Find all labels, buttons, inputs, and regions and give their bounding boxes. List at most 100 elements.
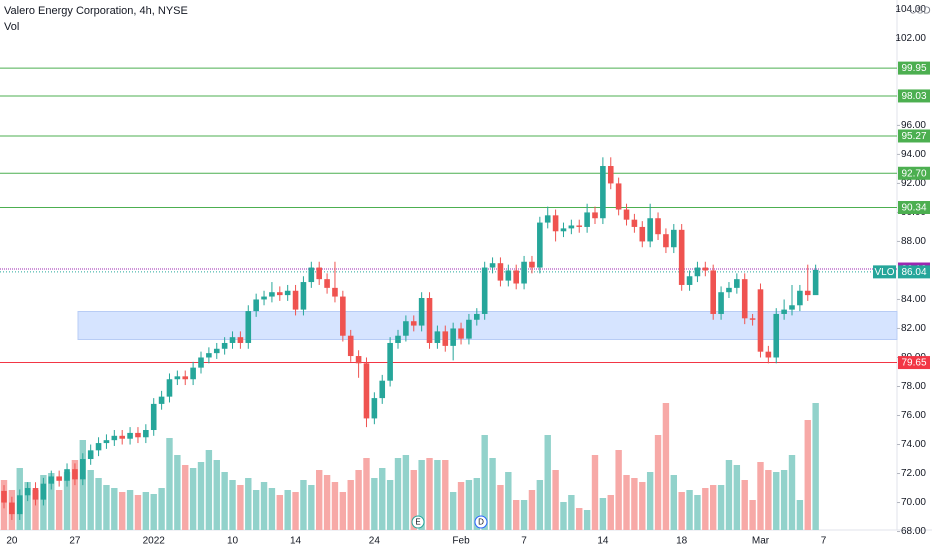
candle-body [182,376,189,380]
candle-body [466,319,472,339]
volume-bar [142,492,150,530]
candle-body [206,353,212,358]
volume-bar [245,478,252,530]
symbol-tag [873,265,896,279]
volume-bar [158,488,165,530]
volume-label: Vol [4,21,19,33]
volume-bar [237,485,244,530]
volume-bar [607,495,614,530]
candle-body [166,379,173,397]
candle-body [355,356,362,364]
volume-bar [48,473,55,530]
x-tick-label: 14 [597,536,609,547]
candle-body [418,298,425,326]
volume-bar [268,488,276,530]
candle-body [623,209,630,220]
currency: USD [909,6,930,17]
candle-body [9,502,15,515]
volume-bar [733,465,741,530]
x-tick-label: 10 [227,536,239,547]
candle-body [757,289,764,352]
y-tick-label: 104.00 [895,4,926,15]
candle-body [529,261,535,268]
candle-body [513,270,519,284]
volume-bar [505,472,512,530]
volume-bar [284,490,291,530]
candle-body [607,166,614,184]
event-label: D [478,518,484,527]
last-price-label: 86.04 [901,267,926,278]
x-tick-label: 24 [369,536,381,547]
candle-body [434,331,441,343]
volume-bar [449,492,457,530]
candle-body [16,495,23,515]
candle-body [615,183,622,210]
volume-bar [394,458,402,530]
volume-bar [654,435,662,530]
volume-bar [111,488,118,530]
candle-body [300,282,307,310]
volume-bar [63,472,71,530]
volume-bar [631,478,638,530]
candle-body [663,234,669,248]
level-label: 98.03 [901,91,926,102]
volume-bar [87,470,94,530]
candle-body [710,270,716,314]
candle-body [773,313,780,358]
x-tick-label: Feb [452,536,470,547]
volume-bar [300,480,307,530]
level-label: 79.65 [901,358,926,369]
candle-body [379,380,386,399]
candle-body [600,166,606,219]
candle-body [363,363,370,419]
candle-body [765,351,772,358]
volume-bar [796,500,804,530]
y-tick-label: 92.00 [901,178,926,189]
volume-bar [513,500,520,530]
candle-body [56,476,62,481]
volume-bar [528,490,536,530]
candle-body [678,229,685,285]
chart-title: Valero Energy Corporation, 4h, NYSE [4,5,188,17]
x-tick-label: Mar [752,536,770,547]
level-label: 99.95 [901,63,926,74]
candle-body [24,488,31,496]
candle-body [229,337,236,343]
volume-bar [103,485,110,530]
candle-body [797,290,803,306]
volume-bar [442,460,449,530]
candle-body [261,296,267,300]
candle-body [371,398,378,419]
candle-body [190,367,196,380]
candle-body [316,267,322,280]
volume-bar [560,502,567,530]
candle-body [450,328,456,346]
candle-body [347,335,354,357]
volume-bar [316,470,323,530]
volume-bar [292,492,299,530]
symbol-label: VLO [874,267,894,278]
candle-body [686,276,693,285]
volume-bar [694,495,701,530]
x-tick-label: 18 [676,536,688,547]
candle-body [639,226,646,242]
candle-body [631,219,638,227]
candle-body [64,469,70,481]
volume-bar [481,435,488,530]
volume-bar [568,495,575,530]
volume-bar [623,475,630,530]
volume-bar [725,460,733,530]
candle-body [72,469,78,480]
y-tick-label: 82.00 [901,323,926,334]
y-tick-label: 94.00 [901,149,926,160]
volume-bar [418,460,425,530]
candle-body [781,309,787,314]
volume-bar [126,490,134,530]
volume-bar [741,480,748,530]
volume-bar [544,435,551,530]
candle-body [158,396,165,404]
event-icon [411,515,425,529]
candle-body [694,267,701,277]
volume-bar [371,478,378,530]
